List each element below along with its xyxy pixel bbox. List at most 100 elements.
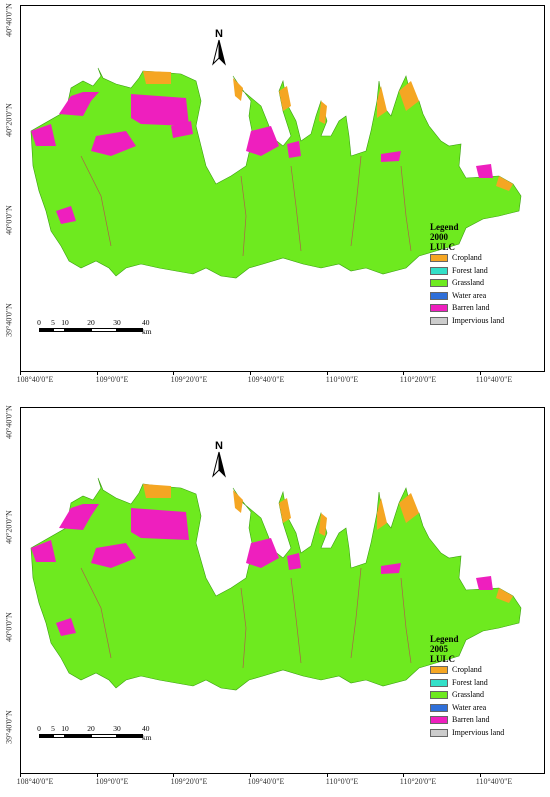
legend-subtitle: LULC	[430, 654, 456, 664]
scale-segment	[39, 734, 53, 738]
x-tick	[403, 774, 404, 777]
river-lines	[80, 567, 412, 669]
north-arrow: N	[205, 28, 233, 72]
x-tick	[173, 774, 174, 777]
scale-segment	[53, 734, 65, 738]
legend-swatch	[430, 703, 448, 712]
scale-label: 10	[61, 724, 69, 733]
lat-label: 40°20'0"N	[4, 103, 14, 137]
x-tick	[173, 372, 174, 375]
legend-label: Forest land	[452, 677, 488, 687]
legend: Legend 2005 LULC Cropland Forest land Gr…	[430, 634, 545, 739]
legend-item: Cropland	[430, 252, 545, 265]
lat-label: 40°40'0"N	[4, 405, 14, 439]
x-tick	[20, 372, 21, 375]
x-tick	[20, 774, 21, 777]
scale-label: 0	[37, 724, 41, 733]
legend-item: Cropland	[430, 664, 545, 677]
lon-label: 108°40'0"E	[16, 375, 54, 384]
legend-item: Barren land	[430, 302, 545, 315]
lon-label: 109°40'0"E	[247, 777, 285, 786]
legend: Legend 2000 LULC Cropland Forest land Gr…	[430, 222, 545, 327]
cropland-patches	[143, 484, 513, 603]
x-tick	[97, 774, 98, 777]
scale-bar: 0 5 10 20 30 40 km	[37, 724, 157, 754]
lon-label: 110°0'0"E	[325, 777, 359, 786]
lon-label: 109°20'0"E	[170, 375, 208, 384]
map-panel-2005: 108°40'0"E 109°0'0"E 109°20'0"E 109°40'0…	[0, 402, 550, 797]
legend-label: Grassland	[452, 690, 484, 699]
scale-label: 30	[113, 318, 121, 327]
lulc-map	[30, 67, 522, 279]
scale-segment	[91, 734, 117, 738]
river-lines	[80, 155, 412, 257]
lon-label: 108°40'0"E	[16, 777, 54, 786]
scale-label: 10	[61, 318, 69, 327]
lon-label: 110°0'0"E	[325, 375, 359, 384]
legend-swatch	[430, 279, 448, 287]
scale-segment	[65, 734, 91, 738]
legend-swatch	[430, 266, 448, 275]
x-tick	[250, 774, 251, 777]
legend-item: Grassland	[430, 689, 545, 702]
legend-swatch	[430, 316, 448, 325]
north-label: N	[215, 440, 223, 452]
lat-label: 40°0'0"N	[4, 612, 14, 642]
legend-year: 2005	[430, 644, 448, 654]
legend-title: Legend	[430, 634, 459, 644]
scale-segment	[117, 734, 143, 738]
legend-item: Impervious land	[430, 315, 545, 328]
scale-label: 0	[37, 318, 41, 327]
lon-label: 109°0'0"E	[95, 777, 129, 786]
legend-label: Water area	[452, 702, 487, 712]
legend-label: Impervious land	[452, 727, 505, 737]
legend-item: Forest land	[430, 677, 545, 690]
legend-swatch	[430, 728, 448, 737]
north-label: N	[215, 28, 223, 40]
legend-subtitle: LULC	[430, 242, 456, 252]
scale-segment	[39, 328, 53, 332]
legend-item: Impervious land	[430, 727, 545, 740]
legend-item: Barren land	[430, 714, 545, 727]
map-frame	[20, 5, 545, 372]
lulc-map	[30, 477, 522, 691]
scale-segment	[53, 328, 65, 332]
cropland-patches	[143, 71, 513, 191]
lat-label: 40°20'0"N	[4, 510, 14, 544]
legend-swatch	[430, 666, 448, 674]
scale-label: 30	[113, 724, 121, 733]
lon-label: 110°20'0"E	[399, 375, 437, 384]
map-frame	[20, 407, 545, 774]
barren-patches	[31, 504, 493, 636]
x-tick	[97, 372, 98, 375]
map-panel-2000: 108°40'0"E 109°0'0"E 109°20'0"E 109°40'0…	[0, 0, 550, 395]
legend-label: Forest land	[452, 265, 488, 275]
scale-label: 40 km	[142, 318, 152, 336]
legend-label: Grassland	[452, 278, 484, 287]
x-tick	[327, 774, 328, 777]
scale-segment	[65, 328, 91, 332]
legend-swatch	[430, 691, 448, 699]
legend-item: Forest land	[430, 265, 545, 278]
lon-label: 109°40'0"E	[247, 375, 285, 384]
legend-swatch	[430, 716, 448, 724]
x-tick	[327, 372, 328, 375]
legend-item: Water area	[430, 290, 545, 303]
north-arrow-icon	[212, 39, 226, 66]
legend-year: 2000	[430, 232, 448, 242]
legend-item: Water area	[430, 702, 545, 715]
legend-label: Cropland	[452, 665, 482, 674]
scale-label: 20	[87, 724, 95, 733]
x-tick	[250, 372, 251, 375]
legend-swatch	[430, 291, 448, 300]
legend-label: Cropland	[452, 253, 482, 262]
scale-segment	[91, 328, 117, 332]
legend-label: Water area	[452, 290, 487, 300]
x-tick	[480, 774, 481, 777]
legend-label: Barren land	[452, 715, 490, 724]
lat-label: 39°40'0"N	[4, 710, 14, 744]
lat-label: 39°40'0"N	[4, 303, 14, 337]
lon-label: 109°0'0"E	[95, 375, 129, 384]
barren-patches	[31, 92, 493, 224]
scale-label: 5	[51, 724, 55, 733]
